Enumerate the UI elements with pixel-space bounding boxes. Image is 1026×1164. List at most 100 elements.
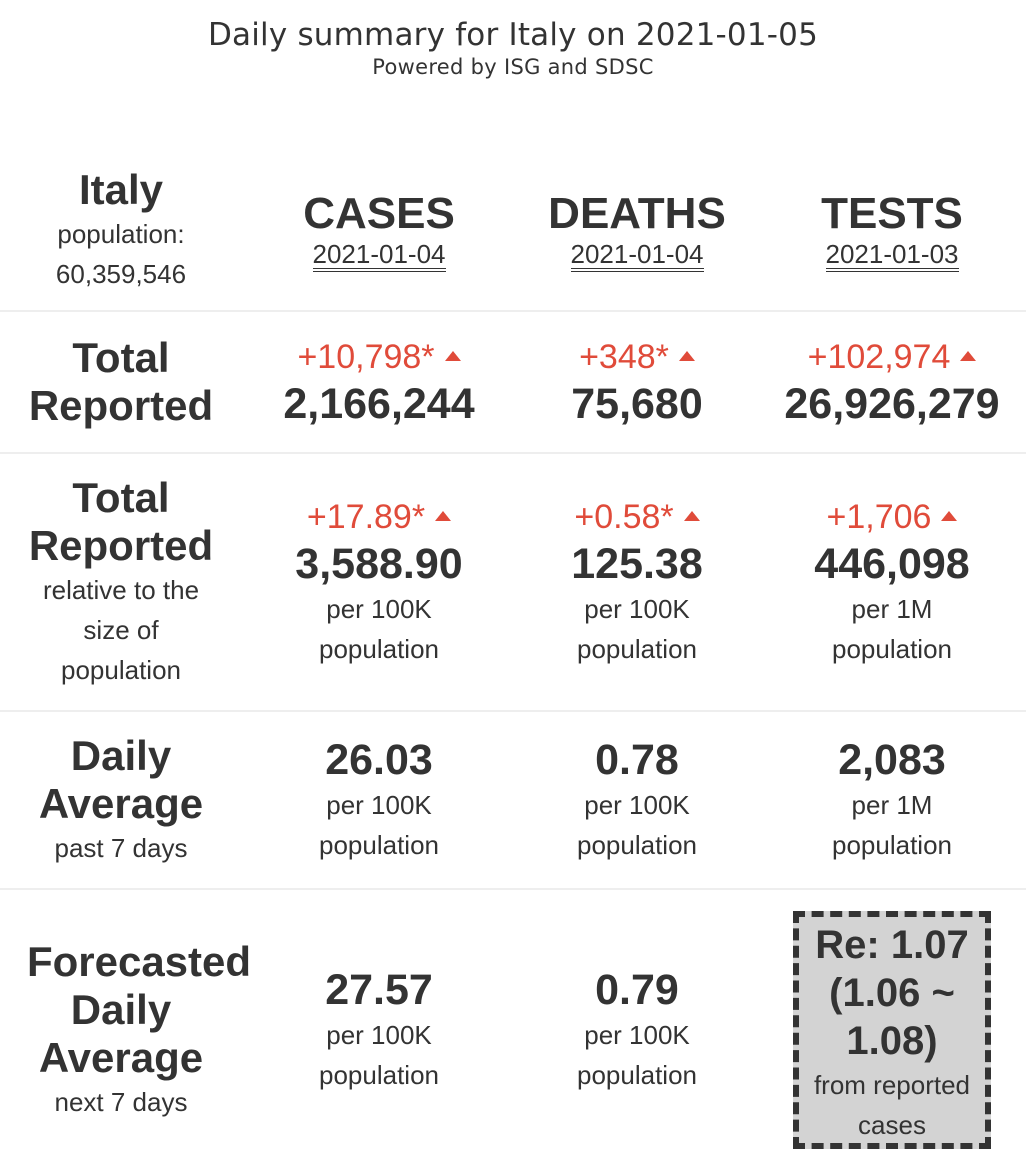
country-name: Italy: [78, 166, 164, 213]
unit-line: population: [319, 1060, 439, 1090]
avg-deaths-value: 0.78: [595, 736, 679, 784]
cases-title: CASES: [303, 189, 455, 238]
triangle-up-icon: [941, 511, 958, 522]
unit-line: per 100K: [584, 594, 690, 624]
unit-line: population: [832, 634, 952, 664]
row-label-line: Reported: [28, 382, 214, 429]
delta-text: +17.89*: [306, 498, 426, 536]
row-sublabel: population: [61, 655, 181, 685]
total-tests-value: 26,926,279: [784, 380, 1000, 428]
total-reported-row: Total Reported +10,798* 2,166,244 +348* …: [0, 312, 1026, 454]
summary-table: Italy population: 60,359,546 CASES 2021-…: [0, 150, 1026, 1164]
relative-tests-value: 446,098: [814, 540, 970, 588]
tests-header: TESTS 2021-01-03: [758, 188, 1026, 272]
delta-text: +10,798*: [297, 338, 435, 376]
row-label-line: Total: [72, 334, 170, 381]
deaths-title: DEATHS: [548, 189, 726, 238]
delta-text: +348*: [579, 338, 669, 376]
total-cases-value: 2,166,244: [283, 380, 475, 428]
cases-header: CASES 2021-01-04: [242, 188, 516, 272]
total-cases-cell: +10,798* 2,166,244: [242, 335, 516, 429]
row-sublabel: relative to the: [42, 575, 200, 605]
total-deaths-cell: +348* 75,680: [516, 335, 758, 429]
row-sublabel: next 7 days: [54, 1087, 188, 1117]
forecast-row: Forecasted Daily Average next 7 days 27.…: [0, 890, 1026, 1164]
delta-text: +102,974: [807, 338, 951, 376]
relative-cases-cell: +17.89* 3,588.90 per 100K population: [242, 495, 516, 669]
relative-label: Total Reported relative to the size of p…: [0, 474, 242, 690]
page-title: Daily summary for Italy on 2021-01-05: [207, 17, 819, 53]
unit-line: population: [319, 634, 439, 664]
cases-date: 2021-01-04: [312, 240, 446, 272]
relative-cases-value: 3,588.90: [295, 540, 463, 588]
avg-cases-value: 26.03: [325, 736, 433, 784]
re-box: Re: 1.07 (1.06 ~ 1.08) from reported cas…: [793, 911, 991, 1149]
forecast-label: Forecasted Daily Average next 7 days: [18, 938, 260, 1122]
relative-tests-delta: +1,706: [758, 495, 1026, 539]
triangle-up-icon: [960, 351, 977, 362]
row-label-line: Reported: [28, 522, 214, 569]
daily-average-row: Daily Average past 7 days 26.03 per 100K…: [0, 712, 1026, 890]
triangle-up-icon: [435, 511, 452, 522]
total-tests-cell: +102,974 26,926,279: [758, 335, 1026, 429]
unit-line: population: [577, 634, 697, 664]
total-cases-delta: +10,798*: [242, 335, 516, 379]
triangle-up-icon: [444, 351, 461, 362]
header-row: Italy population: 60,359,546 CASES 2021-…: [0, 150, 1026, 312]
unit-line: population: [577, 830, 697, 860]
forecast-cases-cell: 27.57 per 100K population: [242, 965, 516, 1095]
triangle-up-icon: [678, 351, 695, 362]
daily-average-label: Daily Average past 7 days: [0, 732, 242, 868]
total-tests-delta: +102,974: [758, 335, 1026, 379]
deaths-header: DEATHS 2021-01-04: [516, 188, 758, 272]
row-label-line: Average: [38, 1034, 204, 1081]
relative-deaths-cell: +0.58* 125.38 per 100K population: [516, 495, 758, 669]
avg-tests-cell: 2,083 per 1M population: [758, 735, 1026, 865]
unit-line: per 100K: [326, 1020, 432, 1050]
re-range-low: (1.06 ~: [829, 971, 955, 1015]
re-source: from reported: [813, 1070, 971, 1100]
total-reported-label: Total Reported: [0, 334, 242, 430]
avg-tests-value: 2,083: [838, 736, 946, 784]
row-label-line: Total: [72, 474, 170, 521]
relative-cases-delta: +17.89*: [242, 495, 516, 539]
deaths-date: 2021-01-04: [570, 240, 704, 272]
forecast-deaths-value: 0.79: [595, 966, 679, 1014]
tests-title: TESTS: [821, 189, 963, 238]
page-header: Daily summary for Italy on 2021-01-05 Po…: [0, 0, 1026, 80]
unit-line: per 100K: [584, 1020, 690, 1050]
relative-tests-cell: +1,706 446,098 per 1M population: [758, 495, 1026, 669]
forecast-cases-value: 27.57: [325, 966, 433, 1014]
relative-deaths-value: 125.38: [571, 540, 703, 588]
unit-line: population: [577, 1060, 697, 1090]
delta-text: +0.58*: [574, 498, 674, 536]
re-source: cases: [858, 1110, 926, 1140]
population-value: 60,359,546: [55, 259, 187, 289]
avg-deaths-cell: 0.78 per 100K population: [516, 735, 758, 865]
relative-deaths-delta: +0.58*: [516, 495, 758, 539]
avg-cases-cell: 26.03 per 100K population: [242, 735, 516, 865]
re-cell: Re: 1.07 (1.06 ~ 1.08) from reported cas…: [758, 911, 1026, 1149]
row-sublabel: size of: [83, 615, 159, 645]
total-deaths-value: 75,680: [571, 380, 703, 428]
row-sublabel: past 7 days: [54, 833, 188, 863]
row-label-line: Daily: [70, 986, 172, 1033]
row-label-line: Forecasted: [26, 938, 252, 985]
tests-date: 2021-01-03: [825, 240, 959, 272]
triangle-up-icon: [683, 511, 700, 522]
country-cell: Italy population: 60,359,546: [0, 166, 242, 294]
unit-line: per 100K: [584, 790, 690, 820]
unit-line: population: [832, 830, 952, 860]
row-label-line: Average: [38, 780, 204, 827]
re-value: Re: 1.07: [815, 923, 969, 967]
unit-line: per 100K: [326, 594, 432, 624]
delta-text: +1,706: [826, 498, 932, 536]
unit-line: population: [319, 830, 439, 860]
row-label-line: Daily: [70, 732, 172, 779]
unit-line: per 1M: [851, 790, 933, 820]
unit-line: per 100K: [326, 790, 432, 820]
relative-row: Total Reported relative to the size of p…: [0, 454, 1026, 712]
unit-line: per 1M: [851, 594, 933, 624]
forecast-deaths-cell: 0.79 per 100K population: [516, 965, 758, 1095]
total-deaths-delta: +348*: [516, 335, 758, 379]
